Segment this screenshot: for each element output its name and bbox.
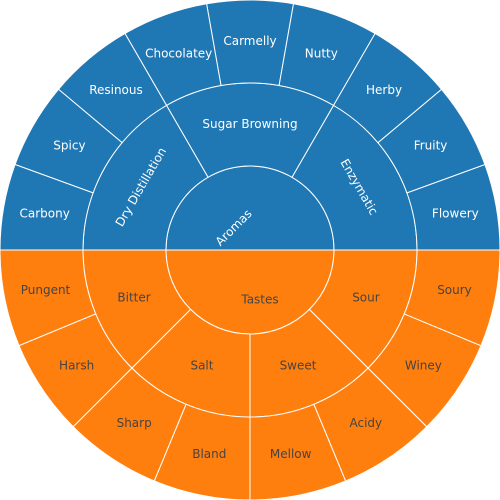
label-sugar-browning: Sugar Browning	[202, 117, 297, 131]
label-soury: Soury	[437, 283, 472, 297]
label-winey: Winey	[405, 358, 442, 372]
label-spicy: Spicy	[53, 138, 85, 152]
label-acidy: Acidy	[350, 416, 383, 430]
label-carmelly: Carmelly	[223, 34, 276, 48]
label-sharp: Sharp	[117, 416, 152, 430]
label-salt: Salt	[190, 358, 213, 372]
label-pungent: Pungent	[21, 283, 71, 297]
label-mellow: Mellow	[270, 447, 312, 461]
label-nutty: Nutty	[305, 47, 338, 61]
label-tastes: Tastes	[240, 293, 278, 307]
label-herby: Herby	[366, 83, 402, 97]
label-chocolatey: Chocolatey	[145, 47, 212, 61]
label-harsh: Harsh	[59, 358, 94, 372]
segment-soury[interactable]	[403, 249, 500, 347]
label-sweet: Sweet	[280, 358, 317, 372]
label-sour: Sour	[352, 291, 380, 305]
label-fruity: Fruity	[414, 138, 448, 152]
label-carbony: Carbony	[19, 206, 69, 220]
label-bitter: Bitter	[117, 291, 150, 305]
label-flowery: Flowery	[432, 206, 479, 220]
label-bland: Bland	[192, 447, 226, 461]
label-resinous: Resinous	[89, 83, 143, 97]
